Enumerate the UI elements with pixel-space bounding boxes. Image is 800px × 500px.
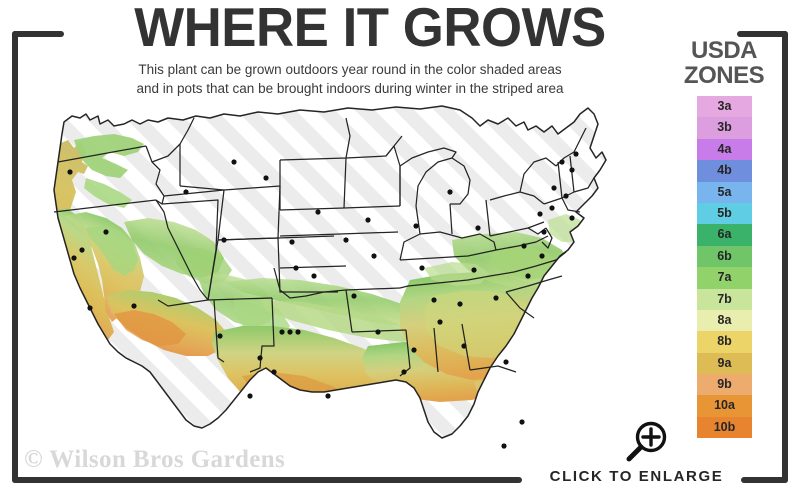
legend-swatch-4b: 4b xyxy=(697,160,752,182)
page-title: WHERE IT GROWS xyxy=(134,0,606,58)
legend-swatch-7b: 7b xyxy=(697,288,752,310)
legend-swatch-4a: 4a xyxy=(697,138,752,161)
border-right xyxy=(782,31,788,483)
legend-swatch-8b: 8b xyxy=(697,331,752,353)
legend-title-line-2: ZONES xyxy=(683,62,765,89)
zone-california-coast xyxy=(54,208,114,340)
legend-swatch-6b: 6b xyxy=(697,245,752,268)
subtitle: This plant can be grown outdoors year ro… xyxy=(40,60,660,98)
zone-sonoran-hot xyxy=(114,310,186,346)
legend-swatch-3b: 3b xyxy=(697,117,752,139)
legend-title-line-1: USDA xyxy=(690,37,758,64)
legend-swatch-9b: 9b xyxy=(697,374,752,396)
zone-south-florida-hot xyxy=(494,410,520,438)
magnifier-plus-icon[interactable] xyxy=(620,418,672,466)
border-top-right xyxy=(737,31,788,37)
subtitle-line-2: and in pots that can be brought indoors … xyxy=(136,81,564,96)
legend-swatch-8a: 8a xyxy=(697,309,752,332)
legend-title: USDA ZONES xyxy=(668,38,780,88)
legend-swatch-5a: 5a xyxy=(697,181,752,203)
zone-florida xyxy=(474,378,528,438)
legend-swatch-10a: 10a xyxy=(697,395,752,417)
legend-swatch-10b: 10b xyxy=(697,416,752,439)
usda-zones-legend: USDA ZONES 3a 3b 4a 4b 5a 5b 6a 6b 7a 7b 8a 8b 9a 9b 1… xyxy=(668,36,780,466)
legend-swatch-5b: 5b xyxy=(697,202,752,225)
legend-swatch-9a: 9a xyxy=(697,352,752,375)
zone-pnw-interior-green xyxy=(74,134,144,178)
legend-swatch-3a: 3a xyxy=(697,96,752,118)
legend-swatch-6a: 6a xyxy=(697,224,752,246)
border-bottom-left xyxy=(12,477,522,483)
usda-hardiness-zone-map[interactable] xyxy=(28,100,648,460)
map-color-zones xyxy=(54,134,586,438)
border-top-left xyxy=(12,31,64,37)
map-city-dots xyxy=(67,151,579,449)
border-left xyxy=(12,31,18,483)
zone-pnw-green-b xyxy=(84,178,132,208)
subtitle-line-1: This plant can be grown outdoors year ro… xyxy=(138,62,562,77)
watermark: © Wilson Bros Gardens xyxy=(24,446,286,473)
legend-swatch-7a: 7a xyxy=(697,267,752,289)
zone-sierra-green xyxy=(86,226,138,276)
click-to-enlarge-label[interactable]: CLICK TO ENLARGE xyxy=(549,468,724,485)
map-state-borders xyxy=(53,105,607,439)
border-bottom-right xyxy=(741,477,788,483)
zone-plains-green xyxy=(224,278,420,326)
legend-swatch-list: 3a 3b 4a 4b 5a 5b 6a 6b 7a 7b 8a 8b 9a 9b 10a 10b xyxy=(697,96,752,439)
